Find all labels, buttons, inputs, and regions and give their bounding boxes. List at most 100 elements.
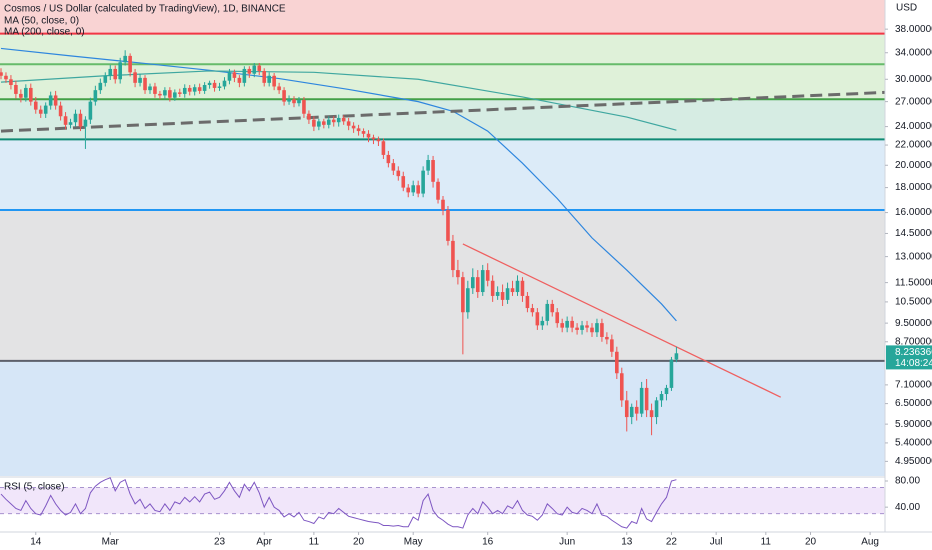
x-tick-label: Aug [861, 537, 879, 548]
candle-body [555, 312, 560, 324]
candle-body [361, 131, 366, 134]
candle-body [585, 325, 589, 328]
candle-body [282, 90, 286, 102]
zone [0, 360, 885, 476]
candle-body [515, 280, 520, 293]
candle-body [123, 55, 127, 63]
candle-body [38, 109, 43, 114]
y-tick-label: 27.0000000 [895, 96, 932, 107]
candle-body [173, 92, 177, 98]
y-tick-label: 8.7000000 [895, 336, 932, 347]
candle-body [480, 270, 485, 293]
price-tag-label: 8.2363666 [895, 347, 932, 358]
trendline [0, 90, 885, 133]
y-tick-label: 34.0000000 [895, 47, 932, 58]
candle-body [456, 270, 460, 278]
y-tick-label: 38.0000000 [895, 24, 932, 35]
y-tick-label: 30.0000000 [895, 74, 932, 85]
candle-body [163, 90, 167, 96]
x-tick-label: 23 [214, 537, 226, 548]
candle-body [128, 55, 132, 73]
x-tick-label: Jul [710, 537, 723, 548]
x-tick-label: 13 [621, 537, 633, 548]
moving-average [0, 70, 677, 131]
candle-body [505, 288, 510, 300]
candle-body [297, 100, 301, 104]
candle-body [659, 394, 664, 401]
candle-body [317, 121, 321, 127]
candle-body [495, 292, 500, 296]
indicator-label: MA (200, close, 0) [4, 27, 85, 38]
candle-body [470, 277, 475, 289]
candle-body [212, 82, 217, 88]
candle-body [24, 87, 28, 98]
candle-body [227, 72, 232, 81]
candle-body [639, 387, 644, 414]
x-tick-label: Apr [256, 537, 272, 548]
y-tick-label: 5.4000000 [895, 438, 932, 449]
candle-body [108, 68, 113, 76]
candle-body [267, 75, 271, 83]
candle-body [629, 406, 634, 418]
candle-body [43, 105, 48, 114]
candle-body [93, 90, 98, 102]
candle-body [624, 400, 629, 418]
candle-body [610, 339, 614, 352]
candle-body [490, 280, 495, 296]
candle-body [346, 121, 351, 126]
candle-body [257, 65, 262, 71]
y-tick-label: 4.9500000 [895, 456, 932, 467]
candle-body [88, 101, 93, 120]
candle-body [545, 303, 550, 321]
candle-body [187, 87, 192, 92]
candle-body [426, 160, 430, 171]
candle-body [446, 209, 450, 241]
x-tick-label: May [404, 537, 423, 548]
x-tick-label: Mar [102, 537, 120, 548]
candle-body [461, 277, 465, 313]
candle-body [411, 185, 416, 193]
candle-body [113, 68, 118, 80]
y-axis-label: USD [896, 3, 917, 14]
y-tick-label: 18.0000000 [895, 182, 932, 193]
x-tick-label: 20 [805, 537, 817, 548]
candle-body [78, 113, 83, 127]
candle-body [58, 105, 63, 117]
x-tick-label: 22 [666, 537, 678, 548]
candle-body [381, 141, 386, 155]
rsi-band [0, 487, 885, 514]
candle-body [168, 90, 172, 98]
candle-body [510, 288, 515, 293]
candle-body [649, 410, 654, 418]
candle-body [341, 117, 346, 122]
candle-body [615, 351, 619, 374]
candle-body [475, 277, 480, 293]
candle-body [33, 101, 38, 110]
zone [0, 0, 885, 34]
candle-body [595, 323, 599, 333]
candle-body [436, 181, 440, 200]
candle-body [262, 70, 267, 83]
candle-body [560, 323, 564, 328]
candle-body [307, 113, 311, 120]
candle-body [326, 119, 331, 125]
candle-body [386, 154, 391, 164]
candle-body [605, 336, 609, 340]
candle-body [312, 119, 316, 127]
candle-body [232, 72, 237, 78]
x-tick-label: 11 [761, 537, 772, 548]
chart-title: Cosmos / US Dollar (calculated by Tradin… [4, 4, 286, 15]
candle-body [520, 280, 525, 296]
rsi-title: RSI (5, close) [4, 482, 65, 493]
candle-body [192, 87, 197, 92]
candle-body [535, 312, 540, 326]
y-tick-label: 40.00 [895, 502, 920, 513]
price-pane [0, 0, 885, 476]
candle-body [664, 387, 669, 395]
candle-body [143, 77, 147, 91]
indicator-label: MA (50, close, 0) [4, 16, 79, 27]
candle-body [9, 79, 13, 86]
candle-body [83, 119, 88, 127]
trendline [462, 243, 781, 398]
zone [0, 33, 885, 65]
